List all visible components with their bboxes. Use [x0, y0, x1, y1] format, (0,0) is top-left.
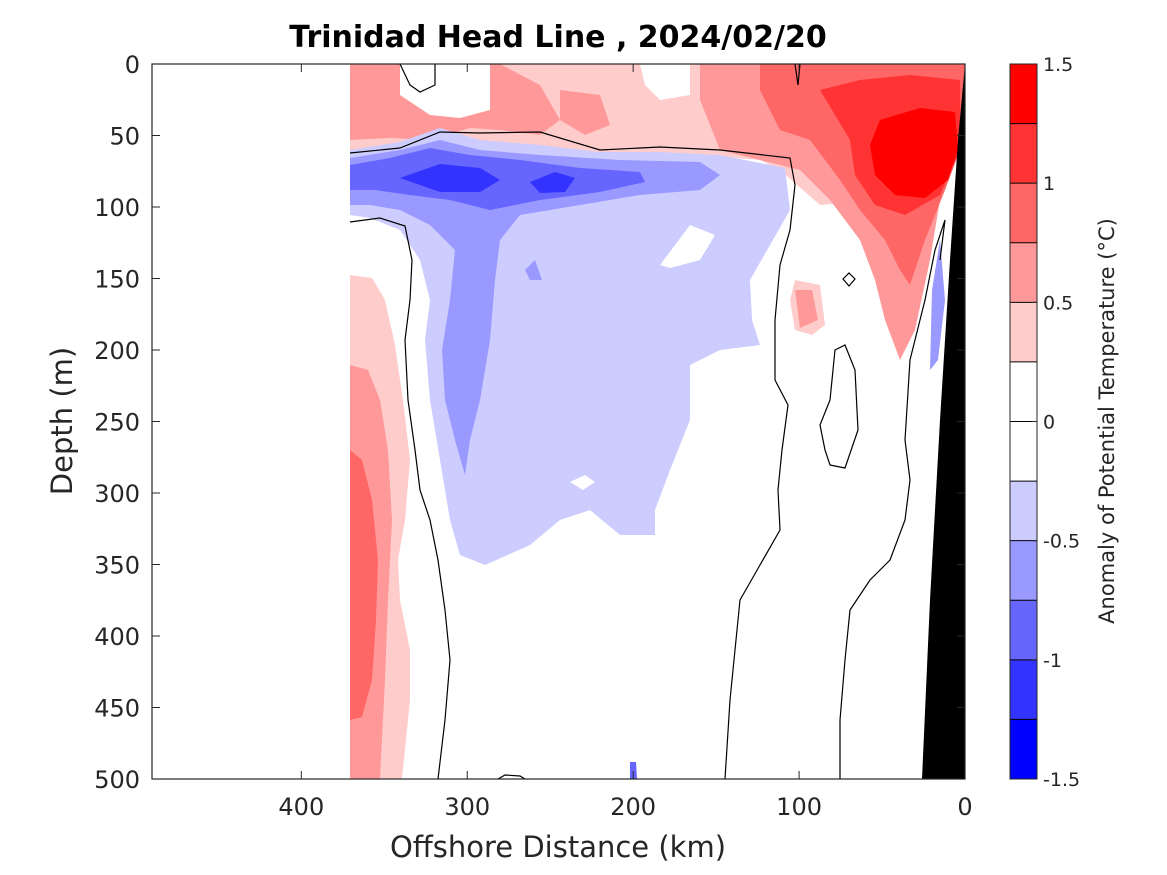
x-tick-label: 100: [776, 793, 822, 821]
colorbar-tick-label: 1.5: [1043, 54, 1073, 76]
contour-field: [349, 64, 965, 779]
colorbar-tick-label: 1: [1043, 173, 1055, 195]
y-tick-label: 450: [94, 695, 140, 723]
cold-anomaly-region: [525, 260, 542, 280]
colorbar-segment: [1010, 540, 1037, 601]
warm-anomaly-region: [350, 450, 378, 720]
y-axis-label: Depth (m): [45, 347, 79, 495]
y-tick-label: 500: [94, 766, 140, 794]
colorbar-tick-label: 0.5: [1043, 292, 1073, 314]
colorbar-segment: [1010, 600, 1037, 660]
cold-anomaly-region: [930, 240, 945, 370]
colorbar-segment: [1010, 123, 1037, 184]
y-tick-label: 100: [94, 194, 140, 222]
colorbar-segment: [1010, 302, 1037, 362]
y-axis: 0 50 100 150 200 250 300 350 400 450 500: [94, 51, 965, 794]
chart-title: Trinidad Head Line , 2024/02/20: [289, 20, 826, 55]
colorbar-segment: [1010, 361, 1037, 422]
cold-anomaly-region: [400, 164, 500, 192]
y-tick-label: 350: [94, 552, 140, 580]
warm-anomaly-region: [870, 108, 958, 198]
colorbar-segment: [1010, 421, 1037, 482]
x-tick-label: 300: [444, 793, 490, 821]
x-tick-label: 200: [610, 793, 656, 821]
colorbar-tick-label: -1.5: [1043, 769, 1080, 791]
colorbar-segment: [1010, 481, 1037, 541]
neutral-region: [400, 64, 490, 118]
seafloor-mask: [922, 64, 965, 779]
colorbar-segment: [1010, 64, 1037, 124]
x-tick-label: 400: [278, 793, 324, 821]
neutral-region: [640, 64, 690, 100]
colorbar-tick-label: -0.5: [1043, 531, 1080, 553]
y-tick-label: 0: [125, 51, 140, 79]
colorbar: -1.5 -1 -0.5 0 0.5 1 1.5: [1009, 54, 1080, 791]
colorbar-segment: [1010, 659, 1037, 720]
colorbar-segment: [1010, 719, 1037, 779]
colorbar-label: Anomaly of Potential Temperature (°C): [1095, 218, 1119, 624]
colorbar-tick-label: -1: [1043, 650, 1062, 672]
warm-anomaly-region: [560, 90, 610, 135]
cold-anomaly-region: [630, 762, 637, 779]
zero-contour-lines: [349, 64, 946, 779]
warm-anomaly-region: [795, 290, 818, 328]
cold-anomaly-region: [350, 140, 720, 475]
neutral-region: [570, 475, 595, 490]
y-tick-label: 50: [109, 123, 140, 151]
colorbar-segment: [1010, 183, 1037, 243]
y-tick-label: 200: [94, 337, 140, 365]
y-tick-label: 300: [94, 480, 140, 508]
y-tick-label: 150: [94, 266, 140, 294]
y-tick-label: 400: [94, 623, 140, 651]
neutral-region: [660, 225, 715, 268]
x-axis: 400 300 200 100 0: [278, 64, 973, 821]
colorbar-tick-label: 0: [1043, 412, 1055, 434]
x-tick-label: 0: [957, 793, 972, 821]
y-tick-label: 250: [94, 409, 140, 437]
colorbar-segment: [1010, 242, 1037, 303]
x-axis-label: Offshore Distance (km): [390, 830, 726, 864]
cold-anomaly-region: [530, 172, 575, 193]
